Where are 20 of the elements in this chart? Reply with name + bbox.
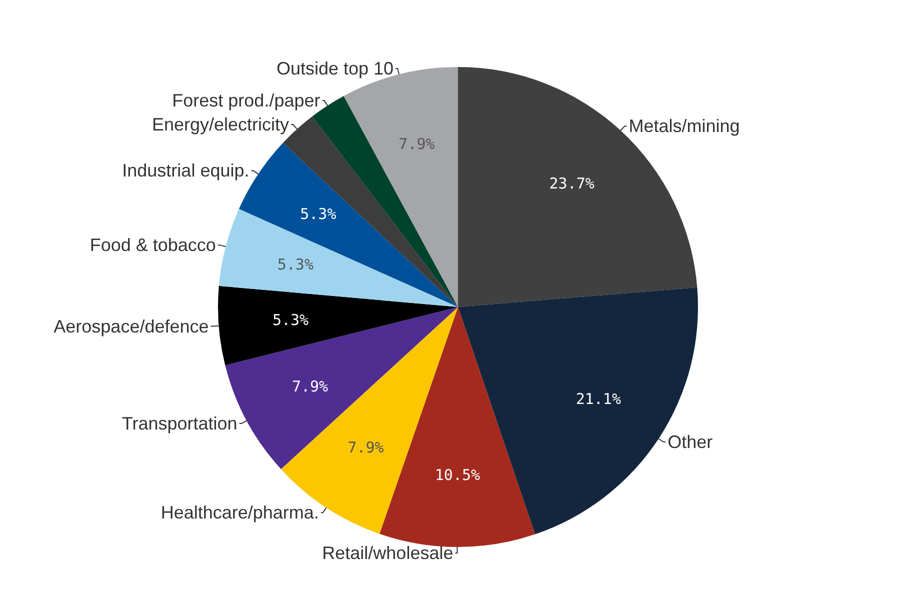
- slice-label: Retail/wholesale: [322, 543, 454, 563]
- slice-label: Transportation: [122, 413, 238, 434]
- data-label: 7.9%: [292, 378, 328, 396]
- data-label: 5.3%: [277, 256, 314, 274]
- data-label: 7.9%: [348, 438, 384, 456]
- slice-label: Healthcare/pharma.: [160, 502, 319, 523]
- slice-label: Outside top 10: [276, 58, 394, 79]
- slice-label: Industrial equip.: [122, 160, 250, 181]
- data-label: 7.9%: [398, 135, 435, 154]
- slice-label: Food & tobacco: [90, 235, 216, 256]
- data-label: 23.7%: [549, 174, 594, 192]
- data-label: 5.3%: [300, 204, 336, 223]
- slice-label: Other: [668, 432, 713, 452]
- slice-label: Energy/electricity: [152, 114, 290, 135]
- slice-label: Aerospace/defence: [54, 316, 209, 336]
- data-label: 10.5%: [434, 466, 480, 484]
- data-label: 5.3%: [272, 311, 309, 330]
- data-label: 21.1%: [576, 390, 621, 408]
- slice-label: Forest prod./paper: [172, 90, 320, 111]
- slice-label: Metals/mining: [628, 116, 740, 136]
